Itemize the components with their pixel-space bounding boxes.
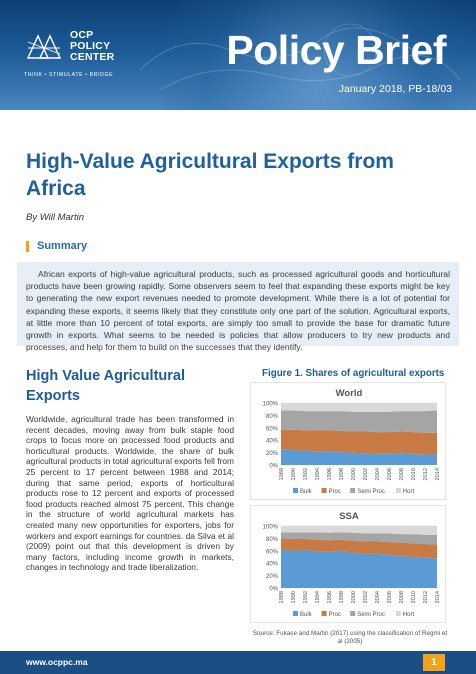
series-area-hort bbox=[281, 403, 437, 412]
series-area-semi-proc bbox=[281, 410, 437, 433]
ocp-logo[interactable]: OCP POLICY CENTER THINK • STIMULATE • BR… bbox=[24, 28, 134, 83]
chart-world-svg: World 0% 20% 40% 60% 80% 100% 1988 1990 1992 1994 1… bbox=[263, 388, 441, 495]
y-tick-label: 100% bbox=[263, 402, 279, 408]
legend-swatch bbox=[395, 611, 401, 616]
x-tick-label: 1992 bbox=[303, 468, 309, 480]
logo-line-2: POLICY bbox=[70, 40, 111, 52]
x-tick-label: 2010 bbox=[411, 468, 417, 480]
globe-graphic bbox=[156, 0, 476, 110]
x-tick-label: 1992 bbox=[303, 591, 309, 603]
legend-swatch bbox=[321, 488, 327, 493]
x-tick-label: 2006 bbox=[387, 468, 393, 480]
y-tick-label: 80% bbox=[266, 537, 279, 543]
legend-swatch bbox=[321, 611, 327, 616]
legend-label: Hort bbox=[403, 612, 415, 618]
author-byline: By Will Martin bbox=[26, 212, 84, 223]
logo-tagline: THINK • STIMULATE • BRIDGE bbox=[24, 72, 114, 78]
x-tick-label: 2004 bbox=[375, 591, 381, 603]
legend-label: Bulk bbox=[300, 612, 313, 618]
section-heading: High Value Agricultural Exports bbox=[26, 368, 185, 404]
section-body-text: Worldwide, agricultural trade has been t… bbox=[26, 414, 234, 573]
chart-title: World bbox=[336, 388, 363, 399]
x-tick-label: 2002 bbox=[363, 468, 369, 480]
x-tick-label: 2012 bbox=[423, 468, 429, 480]
document-type-title: Policy Brief bbox=[226, 27, 446, 73]
legend-label: Proc bbox=[329, 489, 341, 495]
series-area-hort bbox=[281, 526, 437, 535]
x-tick-label: 1988 bbox=[279, 468, 285, 480]
x-tick-label: 1994 bbox=[315, 591, 321, 603]
legend-label: Proc bbox=[329, 612, 341, 618]
logo-wordmark: OCP POLICY CENTER bbox=[70, 30, 114, 63]
x-tick-label: 2012 bbox=[423, 591, 429, 603]
header-banner: OCP POLICY CENTER THINK • STIMULATE • BR… bbox=[0, 0, 476, 110]
chart-title: SSA bbox=[339, 511, 359, 522]
x-tick-label: 2002 bbox=[363, 591, 369, 603]
y-tick-label: 80% bbox=[266, 414, 279, 420]
chart-world: World 0% 20% 40% 60% 80% 100% 1988 1990 1992 1994 1… bbox=[250, 382, 446, 500]
y-tick-label: 40% bbox=[266, 562, 279, 568]
x-tick-label: 1998 bbox=[339, 591, 345, 603]
footer-website-link[interactable]: www.ocppc.ma bbox=[26, 657, 88, 667]
page-title: High-Value Agricultural Exports from Afr… bbox=[26, 150, 394, 200]
logo-line-3: CENTER bbox=[70, 51, 115, 63]
x-tick-label: 2006 bbox=[387, 591, 393, 603]
logo-mark-icon bbox=[26, 34, 62, 59]
y-tick-label: 40% bbox=[266, 439, 279, 445]
y-tick-label: 0% bbox=[269, 587, 278, 593]
chart-ssa: SSA 0% 20% 40% 60% 80% 100% 1988 1990 1992 1994 199… bbox=[250, 505, 446, 623]
world-map-graphic bbox=[139, 23, 461, 91]
legend-swatch bbox=[395, 488, 401, 493]
series-area-proc bbox=[281, 538, 437, 559]
x-tick-label: 1988 bbox=[279, 591, 285, 603]
y-tick-label: 60% bbox=[266, 426, 279, 432]
page-footer: www.ocppc.ma 1 bbox=[0, 651, 476, 674]
x-tick-label: 2014 bbox=[435, 468, 441, 480]
y-tick-label: 20% bbox=[266, 574, 279, 580]
y-tick-label: 0% bbox=[269, 464, 278, 470]
x-tick-label: 1998 bbox=[339, 468, 345, 480]
x-tick-label: 2000 bbox=[351, 591, 357, 603]
figure-title: Figure 1. Shares of agricultural exports bbox=[262, 368, 445, 379]
series-area-bulk bbox=[281, 449, 437, 465]
logo-line-1: OCP bbox=[70, 29, 94, 41]
x-tick-label: 2008 bbox=[399, 468, 405, 480]
summary-text: African exports of high-value agricultur… bbox=[17, 262, 459, 352]
page-number: 1 bbox=[423, 654, 445, 671]
legend-swatch bbox=[293, 488, 298, 493]
x-tick-label: 1994 bbox=[315, 468, 321, 480]
x-tick-label: 2008 bbox=[399, 591, 405, 603]
legend-label: Hort bbox=[403, 489, 415, 495]
x-tick-label: 2010 bbox=[411, 591, 417, 603]
figure-source-note: Source: Fukase and Martin (2017) using t… bbox=[252, 630, 448, 645]
x-tick-label: 1990 bbox=[291, 591, 297, 603]
legend-swatch bbox=[350, 611, 356, 616]
legend-swatch bbox=[350, 488, 356, 493]
x-tick-label: 2004 bbox=[375, 468, 381, 480]
legend-label: Bulk bbox=[300, 489, 313, 495]
series-area-proc bbox=[281, 429, 437, 455]
x-tick-label: 1996 bbox=[327, 468, 333, 480]
y-tick-label: 100% bbox=[263, 525, 279, 531]
chart-ssa-svg: SSA 0% 20% 40% 60% 80% 100% 1988 1990 1992 1994 199… bbox=[263, 511, 441, 618]
series-area-semi-proc bbox=[281, 532, 437, 545]
x-tick-label: 1996 bbox=[327, 591, 333, 603]
legend-label: Semi Proc bbox=[357, 612, 385, 618]
x-tick-label: 2014 bbox=[435, 591, 441, 603]
x-tick-label: 2000 bbox=[351, 468, 357, 480]
legend-label: Semi Proc bbox=[357, 489, 385, 495]
x-tick-label: 1990 bbox=[291, 468, 297, 480]
legend-swatch bbox=[293, 611, 298, 616]
summary-heading: Summary bbox=[26, 241, 87, 252]
document-date-reference: January 2018, PB-18/03 bbox=[338, 83, 452, 95]
y-tick-label: 60% bbox=[266, 549, 279, 555]
y-tick-label: 20% bbox=[266, 451, 279, 457]
series-area-bulk bbox=[281, 549, 437, 588]
